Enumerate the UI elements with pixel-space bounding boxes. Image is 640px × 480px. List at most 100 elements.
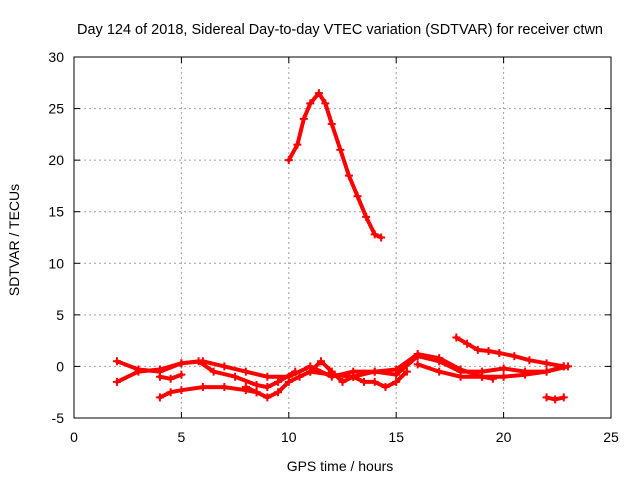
data-point	[284, 377, 293, 386]
y-tick-label: 30	[48, 49, 64, 65]
series-high-arc	[284, 89, 386, 242]
data-point	[327, 370, 336, 379]
data-point	[336, 145, 345, 154]
data-point	[370, 377, 379, 386]
data-point	[488, 374, 497, 383]
data-point	[155, 372, 164, 381]
data-point	[452, 333, 461, 342]
y-tick-label: 20	[48, 152, 64, 168]
data-point	[321, 99, 330, 108]
data-point	[220, 362, 229, 371]
data-point	[293, 140, 302, 149]
data-point	[338, 377, 347, 386]
data-point	[392, 365, 401, 374]
data-point	[359, 377, 368, 386]
data-point	[463, 339, 472, 348]
series-line	[243, 359, 409, 400]
y-axis-label: SDTVAR / TECUs	[6, 184, 22, 296]
data-point	[344, 171, 353, 180]
data-point	[456, 365, 465, 374]
series-track-d	[155, 370, 186, 383]
data-point	[542, 367, 551, 376]
data-point	[220, 383, 229, 392]
data-point	[521, 370, 530, 379]
data-point	[263, 383, 272, 392]
data-point	[177, 359, 186, 368]
data-point	[413, 350, 422, 359]
y-tick-label: 0	[56, 358, 64, 374]
data-point	[299, 114, 308, 123]
data-point	[112, 377, 121, 386]
data-point	[177, 386, 186, 395]
data-point	[209, 367, 218, 376]
y-tick-label: 10	[48, 255, 64, 271]
data-point	[495, 349, 504, 358]
data-point	[241, 367, 250, 376]
y-tick-label: -5	[52, 410, 65, 426]
data-point	[317, 357, 326, 366]
data-point	[263, 372, 272, 381]
y-tick-label: 25	[48, 101, 64, 117]
data-point	[525, 356, 534, 365]
data-point	[306, 367, 315, 376]
data-point	[435, 354, 444, 363]
data-point	[274, 377, 283, 386]
data-point	[377, 233, 386, 242]
data-point	[295, 372, 304, 381]
x-axis-label: GPS time / hours	[287, 458, 394, 474]
data-point	[284, 156, 293, 165]
plot-frame	[73, 56, 612, 419]
data-point	[413, 360, 422, 369]
data-point	[112, 357, 121, 366]
data-point	[370, 367, 379, 376]
data-point	[241, 383, 250, 392]
chart-title: Day 124 of 2018, Sidereal Day-to-day VTE…	[77, 22, 603, 38]
series-track-f	[306, 350, 573, 381]
y-tick-label: 5	[56, 307, 64, 323]
data-point	[198, 383, 207, 392]
data-point	[306, 99, 315, 108]
data-point	[478, 372, 487, 381]
data-point	[327, 120, 336, 129]
data-point	[353, 192, 362, 201]
x-tick-label: 25	[603, 429, 619, 445]
series-track-g	[452, 333, 568, 371]
series-track-c	[155, 383, 261, 402]
data-point	[274, 388, 283, 397]
data-point	[559, 393, 568, 402]
x-tick-label: 5	[178, 429, 186, 445]
data-point	[435, 367, 444, 376]
data-point	[542, 393, 551, 402]
x-tick-label: 20	[496, 429, 512, 445]
data-point	[370, 230, 379, 239]
data-point	[155, 393, 164, 402]
x-tick-label: 10	[281, 429, 297, 445]
data-point	[134, 365, 143, 374]
series-track-i	[542, 393, 568, 404]
data-point	[252, 388, 261, 397]
x-tick-label: 0	[70, 429, 78, 445]
data-point	[381, 383, 390, 392]
data-point	[362, 212, 371, 221]
data-point	[263, 393, 272, 402]
data-point	[177, 370, 186, 379]
data-point	[252, 380, 261, 389]
data-point	[510, 352, 519, 361]
data-point	[198, 357, 207, 366]
x-tick-label: 15	[388, 429, 404, 445]
data-point	[392, 377, 401, 386]
series-track-h	[413, 360, 497, 383]
data-point	[402, 367, 411, 376]
data-point	[559, 362, 568, 371]
data-point	[499, 372, 508, 381]
data-point	[499, 364, 508, 373]
data-point	[484, 346, 493, 355]
data-point	[473, 345, 482, 354]
y-tick-label: 15	[48, 204, 64, 220]
data-point	[166, 374, 175, 383]
data-point	[542, 359, 551, 368]
data-point	[314, 89, 323, 98]
data-point	[231, 372, 240, 381]
data-point	[456, 372, 465, 381]
